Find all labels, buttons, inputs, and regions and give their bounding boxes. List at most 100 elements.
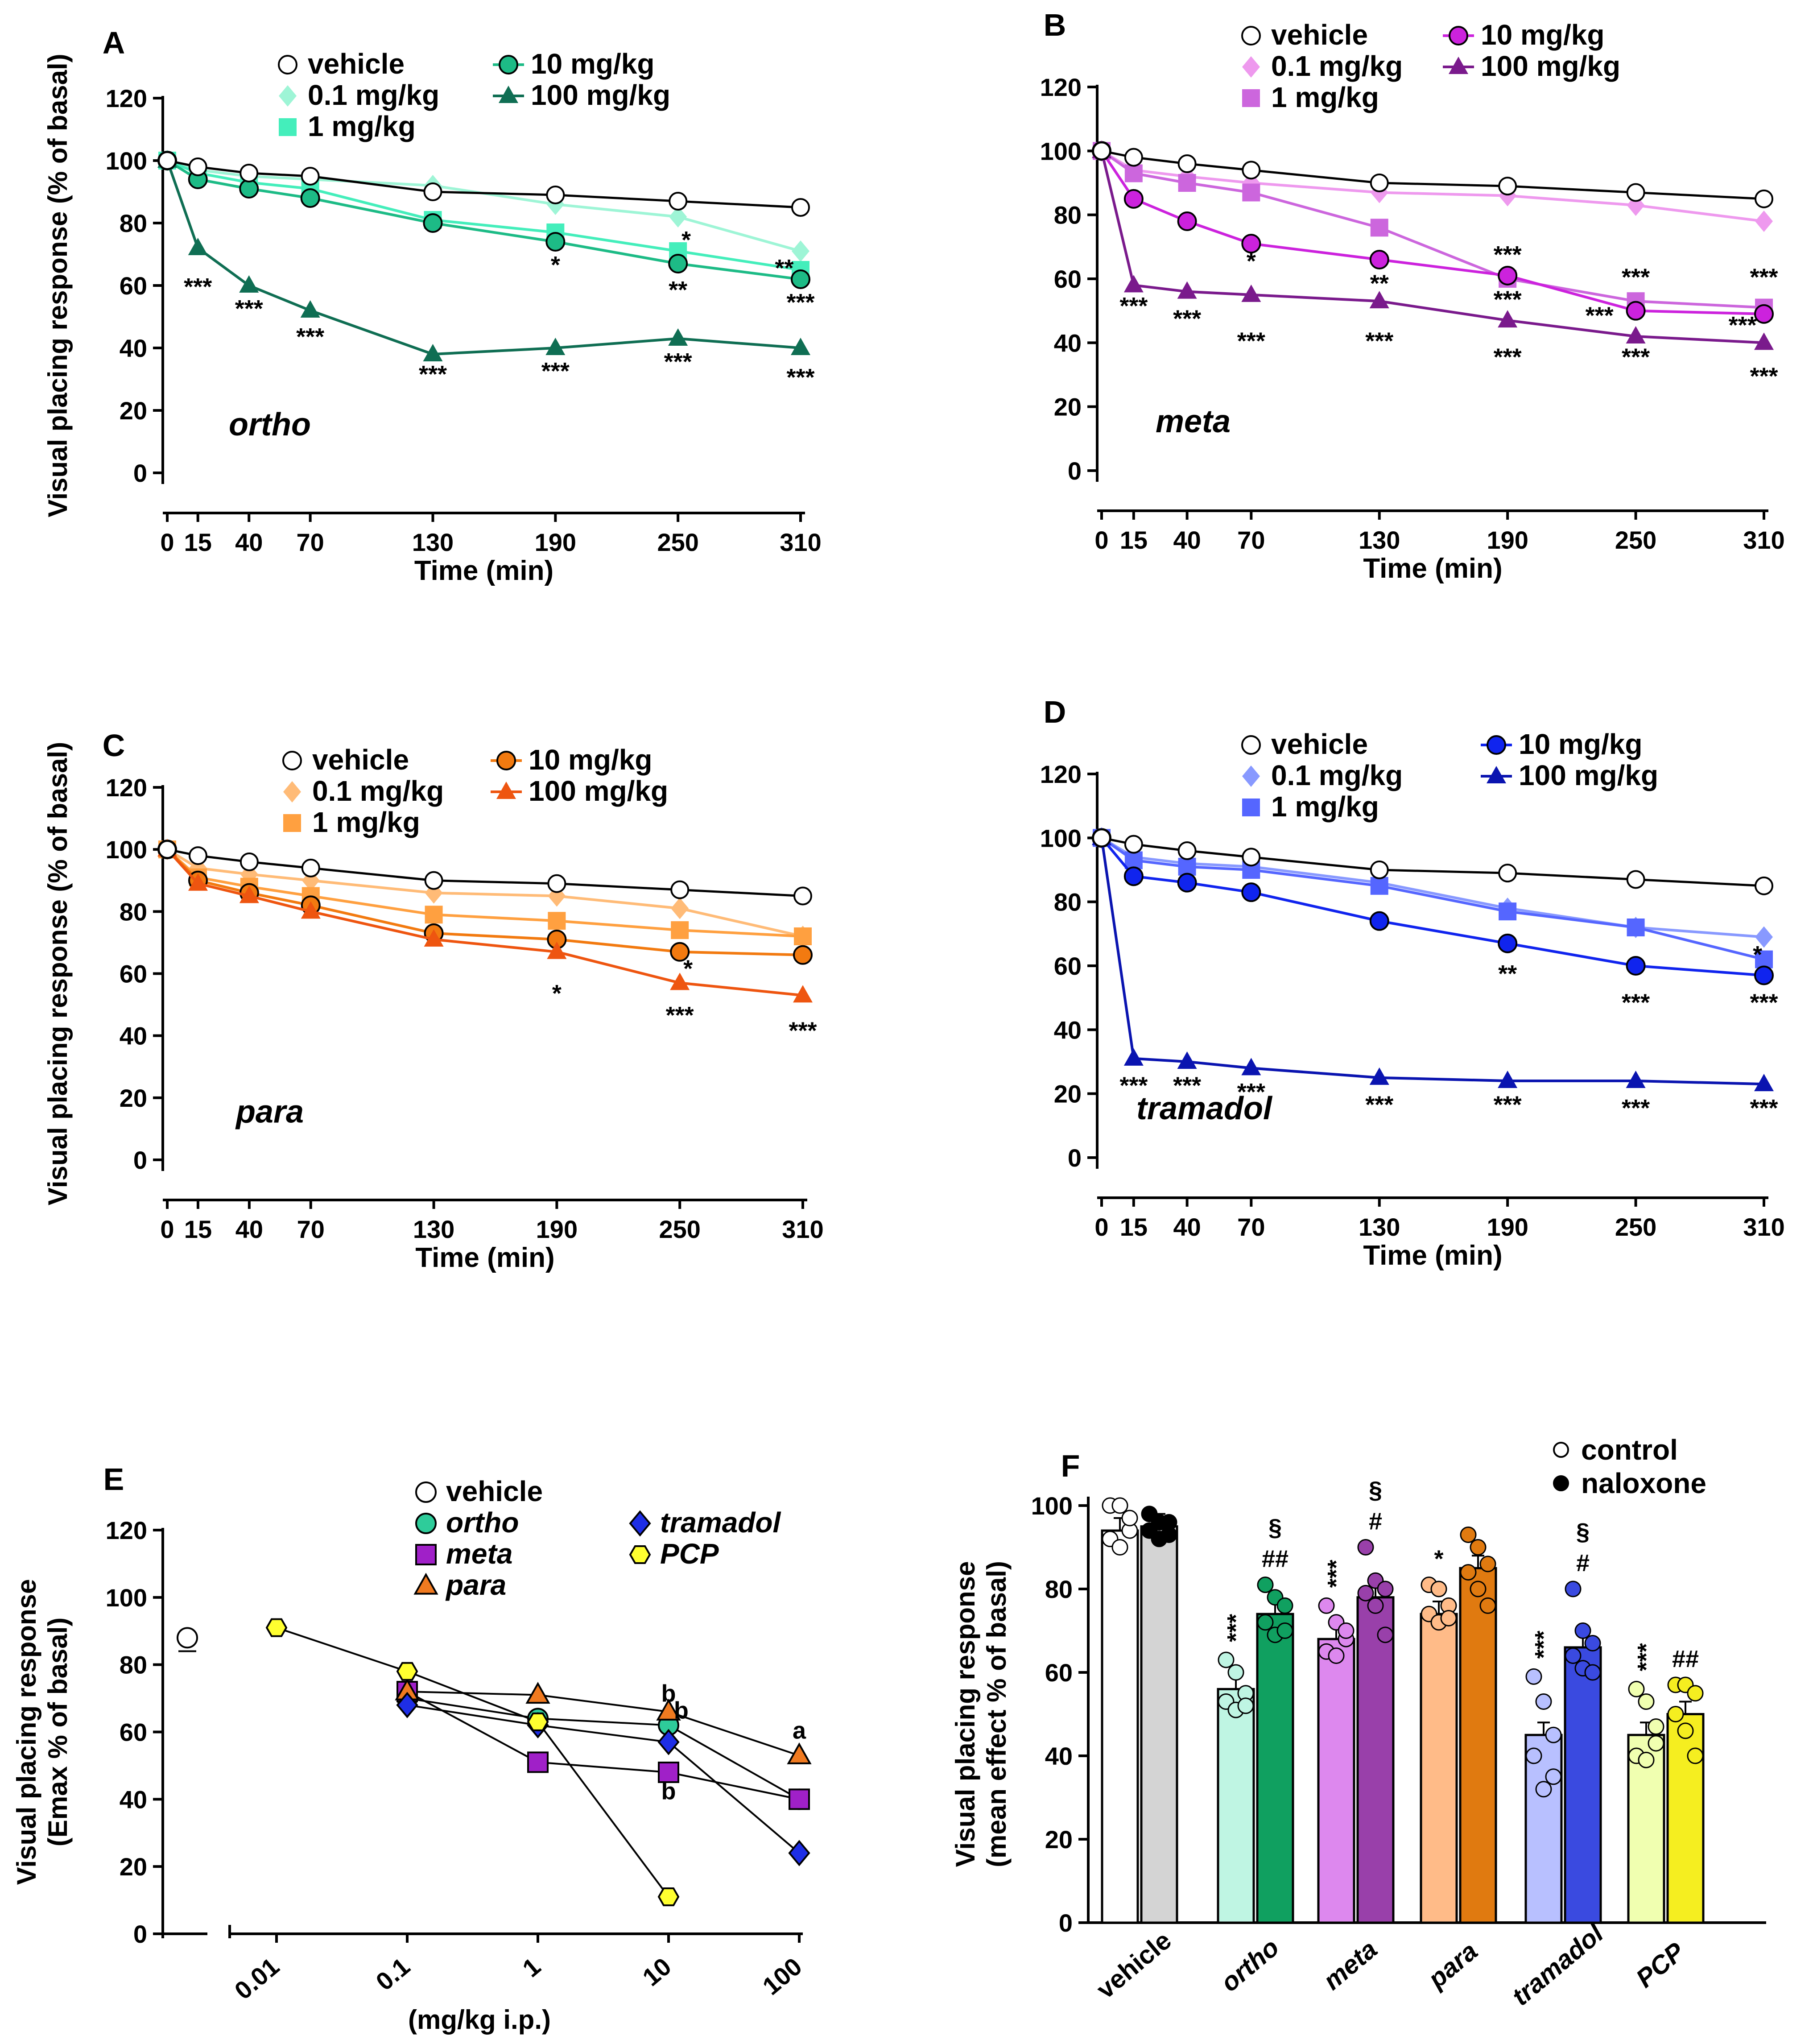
significance-label: *** [1750,363,1778,390]
significance-label: *** [296,323,324,350]
data-point [657,1887,680,1907]
panel-letter-A: A [103,25,125,60]
x-tick-label: 40 [1173,1213,1201,1241]
data-dot [1357,1585,1374,1601]
significance-label: *** [419,361,447,388]
data-point [1178,857,1196,876]
y-axis-label: Visual placing response (% of basal) [43,54,73,517]
significance-label: *** [1750,264,1778,290]
significance-label: *** [1237,328,1265,355]
legend-label: ortho [446,1506,519,1539]
drug-label: meta [1156,404,1231,439]
data-point [1177,873,1197,893]
x-tick-label: 0 [1094,526,1108,554]
data-dot [1574,1622,1591,1639]
y-tick-label: 100 [106,147,147,175]
data-point [791,198,810,217]
data-point [791,338,810,355]
legend-marker [1242,799,1260,816]
data-point [1755,950,1773,968]
data-dot [1276,1597,1293,1614]
y-tick-label: 60 [1054,952,1082,980]
significance-label: *** [1173,1072,1201,1099]
data-point [300,300,320,318]
category-label: PCP [1631,1937,1690,1994]
panel-letter-D: D [1044,695,1066,729]
x-tick-label: 1 [517,1952,545,1982]
significance-label: b [661,1680,676,1707]
panel-E: E 0 20 40 60 80 100 120 0.01 0.1 1 10 100 (mg/kg i.p.… [12,1462,812,2035]
legend-marker [279,85,297,107]
significance-label: *** [1222,1614,1249,1642]
data-point [301,901,321,919]
y-tick-label: 120 [106,84,147,112]
y-tick-label: 40 [1054,329,1082,357]
data-point [668,254,688,273]
significance-label: b [661,1778,676,1804]
legend-marker [415,1544,437,1565]
data-point [793,985,813,1003]
series-line-1-mg-kg [1101,149,1764,309]
data-dot [1584,1635,1601,1652]
significance-label: ## [1672,1646,1699,1672]
x-tick-label: 15 [1120,526,1148,554]
data-point [793,945,813,965]
data-point [1754,1074,1774,1092]
significance-label: *** [1729,312,1757,339]
data-dot [1479,1597,1496,1614]
data-point [1242,848,1261,867]
series-line-100-mg-kg [1100,837,1764,1086]
legend-label: 10 mg/kg [529,744,652,776]
data-dot [1460,1526,1477,1543]
data-dot [1121,1510,1138,1527]
data-point [1498,1071,1518,1088]
panel-letter-E: E [103,1462,124,1497]
data-dot [1328,1647,1345,1664]
significance-label: *** [1750,1095,1778,1121]
x-tick-label: 70 [1237,526,1265,554]
data-point [158,151,177,170]
series-line-10-mg-kg [1100,150,1764,315]
data-point [656,1698,681,1721]
x-tick-label: 190 [1487,526,1528,554]
data-point [1242,183,1260,202]
data-point [793,886,812,906]
data-point [425,906,443,924]
data-dot [1638,1751,1655,1768]
data-dot [1470,1581,1487,1597]
data-point [792,240,809,262]
significance-label: § [1576,1519,1590,1545]
significance-label: * [552,980,562,1007]
legend-label: 100 mg/kg [529,775,668,807]
data-point [1498,933,1518,953]
x-tick-label: 250 [659,1215,700,1243]
x-axis-label: (mg/kg i.p.) [408,2005,551,2035]
data-dot [1430,1581,1447,1597]
legend-marker [1242,56,1260,78]
significance-label: # [1369,1508,1382,1535]
x-axis-label: Time (min) [1363,553,1502,584]
x-tick-label: 0 [160,1215,174,1243]
data-dot [1677,1722,1694,1739]
data-point [547,941,567,959]
series-line-tramadol [407,1704,800,1854]
data-point [1627,919,1645,936]
data-dot [1237,1697,1254,1714]
significance-label: ## [1262,1546,1289,1572]
x-axis-label: Time (min) [414,555,553,586]
data-dot [1687,1747,1704,1764]
panel-A: A 0 20 40 60 80 100 120 0 15 40 70 130 190 250 310 Time … [43,25,822,586]
x-tick-label: 40 [1173,526,1201,554]
data-dot [1460,1564,1477,1581]
data-point [239,885,259,903]
x-tick-label: 0.1 [371,1952,415,1996]
significance-label: * [1247,248,1256,275]
y-tick-label: 20 [120,397,147,425]
data-point [1241,284,1261,302]
bar [1666,1713,1705,1924]
y-tick-label: 20 [1045,1825,1073,1854]
series-line-meta [407,1691,800,1800]
data-point [1241,882,1261,902]
x-tick-label: 0.01 [229,1952,285,2005]
data-point [527,1751,549,1773]
